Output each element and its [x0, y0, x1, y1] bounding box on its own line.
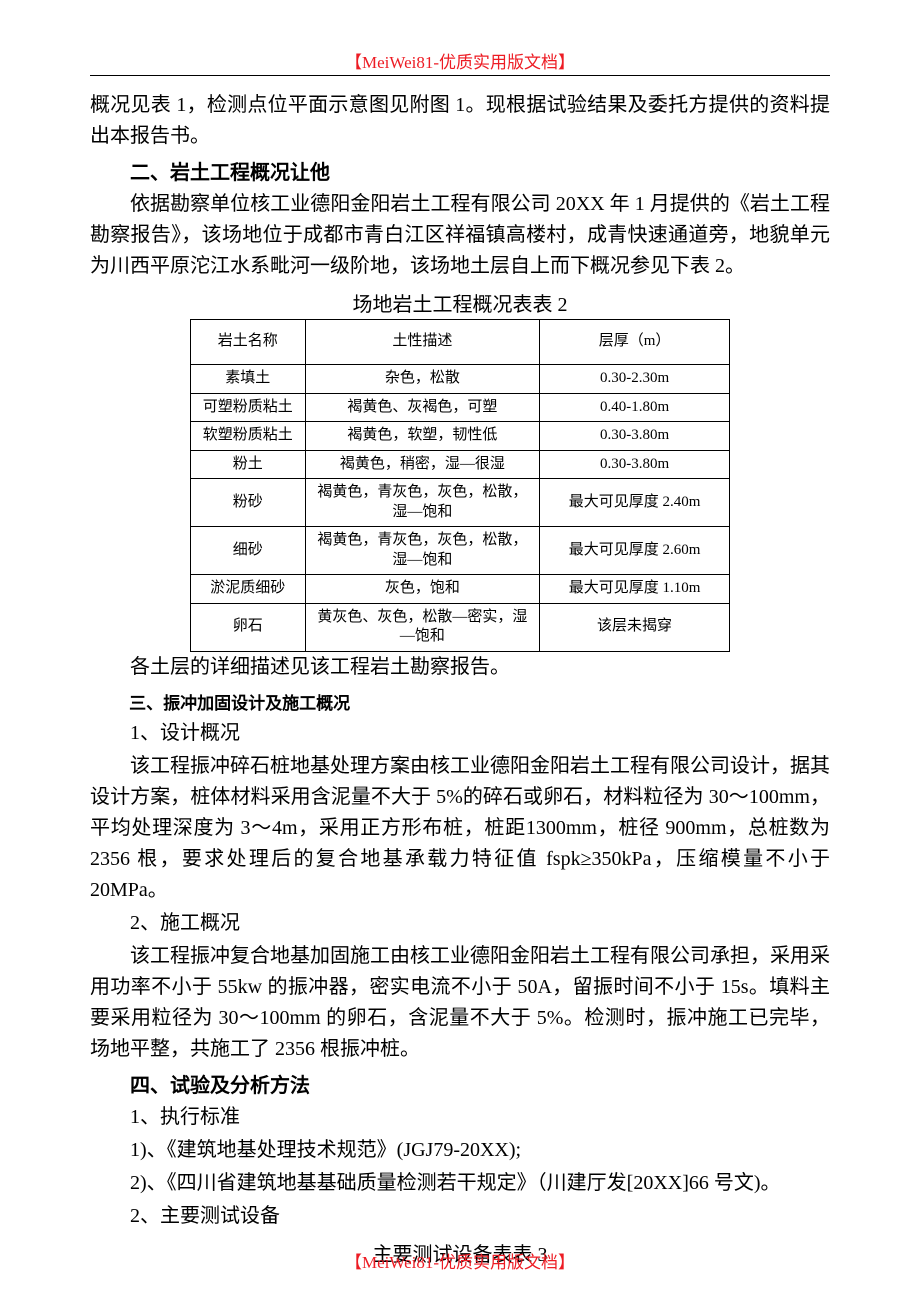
table-cell: 最大可见厚度 1.10m — [540, 575, 730, 604]
table-cell: 0.30-3.80m — [540, 450, 730, 479]
table-row: 细砂 褐黄色，青灰色，灰色，松散，湿—饱和 最大可见厚度 2.60m — [191, 527, 730, 575]
table-header-cell: 层厚（m） — [540, 320, 730, 365]
table-cell: 褐黄色，软塑，韧性低 — [305, 422, 539, 451]
table-cell: 褐黄色，青灰色，灰色，松散，湿—饱和 — [305, 527, 539, 575]
table-cell: 软塑粉质粘土 — [191, 422, 306, 451]
page-header: 【MeiWei81-优质实用版文档】 — [90, 48, 830, 73]
section-3-2-paragraph: 该工程振冲复合地基加固施工由核工业德阳金阳岩土工程有限公司承担，采用采用功率不小… — [90, 941, 830, 1065]
table-cell: 0.40-1.80m — [540, 393, 730, 422]
page-footer: 【MeiWei81-优质实用版文档】 — [0, 1248, 920, 1273]
table-cell: 褐黄色，稍密，湿—很湿 — [305, 450, 539, 479]
section-4-1-label: 1、执行标准 — [90, 1102, 830, 1133]
table-cell: 淤泥质细砂 — [191, 575, 306, 604]
table-header-row: 岩土名称 土性描述 层厚（m） — [191, 320, 730, 365]
section-4-heading: 四、试验及分析方法 — [90, 1069, 830, 1098]
header-rule — [90, 75, 830, 76]
table-row: 素填土 杂色，松散 0.30-2.30m — [191, 365, 730, 394]
table-cell: 最大可见厚度 2.60m — [540, 527, 730, 575]
table-cell: 粉砂 — [191, 479, 306, 527]
intro-paragraph: 概况见表 1，检测点位平面示意图见附图 1。现根据试验结果及委托方提供的资料提出… — [90, 90, 830, 152]
table-row: 卵石 黄灰色、灰色，松散—密实，湿—饱和 该层未揭穿 — [191, 603, 730, 651]
table-row: 软塑粉质粘土 褐黄色，软塑，韧性低 0.30-3.80m — [191, 422, 730, 451]
section-2-heading: 二、岩土工程概况让他 — [90, 156, 830, 185]
table-header-cell: 土性描述 — [305, 320, 539, 365]
table-cell: 该层未揭穿 — [540, 603, 730, 651]
table-row: 粉砂 褐黄色，青灰色，灰色，松散，湿—饱和 最大可见厚度 2.40m — [191, 479, 730, 527]
table-cell: 褐黄色、灰褐色，可塑 — [305, 393, 539, 422]
table-row: 可塑粉质粘土 褐黄色、灰褐色，可塑 0.40-1.80m — [191, 393, 730, 422]
table-cell: 细砂 — [191, 527, 306, 575]
table-cell: 最大可见厚度 2.40m — [540, 479, 730, 527]
table-cell: 0.30-2.30m — [540, 365, 730, 394]
section-3-2-label: 2、施工概况 — [90, 908, 830, 939]
table-cell: 0.30-3.80m — [540, 422, 730, 451]
table-cell: 灰色，饱和 — [305, 575, 539, 604]
section-2-paragraph-1: 依据勘察单位核工业德阳金阳岩土工程有限公司 20XX 年 1 月提供的《岩土工程… — [90, 189, 830, 282]
table-row: 淤泥质细砂 灰色，饱和 最大可见厚度 1.10m — [191, 575, 730, 604]
table-cell: 粉土 — [191, 450, 306, 479]
table-cell: 黄灰色、灰色，松散—密实，湿—饱和 — [305, 603, 539, 651]
section-4-1-item-1: 1)、《建筑地基处理技术规范》(JGJ79-20XX); — [90, 1135, 830, 1166]
section-2-paragraph-2: 各土层的详细描述见该工程岩土勘察报告。 — [90, 652, 830, 683]
table-row: 粉土 褐黄色，稍密，湿—很湿 0.30-3.80m — [191, 450, 730, 479]
table-header-cell: 岩土名称 — [191, 320, 306, 365]
section-3-heading: 三、振冲加固设计及施工概况 — [90, 689, 830, 714]
section-3-1-label: 1、设计概况 — [90, 718, 830, 749]
section-4-1-item-2: 2)、《四川省建筑地基基础质量检测若干规定》（川建厅发[20XX]66 号文)。 — [90, 1168, 830, 1199]
section-3-1-paragraph: 该工程振冲碎石桩地基处理方案由核工业德阳金阳岩土工程有限公司设计，据其设计方案，… — [90, 751, 830, 906]
section-4-2-label: 2、主要测试设备 — [90, 1201, 830, 1232]
table-2-caption: 场地岩土工程概况表表 2 — [90, 288, 830, 317]
geology-table: 岩土名称 土性描述 层厚（m） 素填土 杂色，松散 0.30-2.30m 可塑粉… — [190, 319, 730, 652]
table-cell: 杂色，松散 — [305, 365, 539, 394]
table-cell: 褐黄色，青灰色，灰色，松散，湿—饱和 — [305, 479, 539, 527]
table-cell: 素填土 — [191, 365, 306, 394]
table-cell: 卵石 — [191, 603, 306, 651]
table-cell: 可塑粉质粘土 — [191, 393, 306, 422]
